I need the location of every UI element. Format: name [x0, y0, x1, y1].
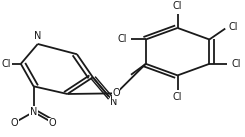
Text: N: N — [110, 97, 118, 107]
Text: O: O — [49, 119, 56, 129]
Text: Cl: Cl — [232, 59, 241, 69]
Text: Cl: Cl — [117, 35, 127, 45]
Text: Cl: Cl — [2, 59, 11, 69]
Text: Cl: Cl — [173, 92, 182, 102]
Text: Cl: Cl — [228, 22, 238, 32]
Text: N: N — [34, 31, 41, 41]
Text: O: O — [11, 119, 18, 129]
Text: N: N — [30, 107, 37, 117]
Text: Cl: Cl — [173, 1, 182, 11]
Text: O: O — [112, 88, 120, 98]
